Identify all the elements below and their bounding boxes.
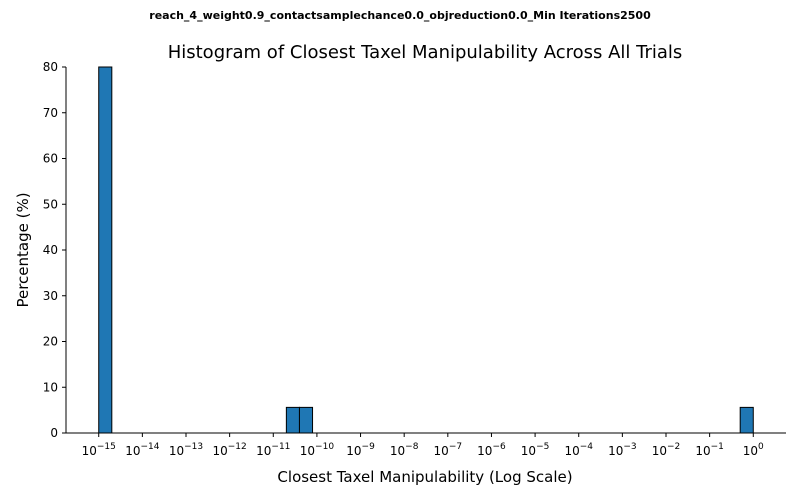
y-tick-label: 0 — [50, 426, 58, 440]
x-axis-label: Closest Taxel Manipulability (Log Scale) — [277, 468, 572, 486]
histogram-bar — [739, 406, 754, 434]
x-tick-label: 10−4 — [564, 442, 593, 458]
x-tick-label: 10−10 — [300, 442, 335, 458]
x-tick-label: 10−13 — [169, 442, 203, 458]
x-tick-label: 10−1 — [695, 442, 724, 458]
x-tick-label: 100 — [743, 442, 764, 458]
x-tick-label: 10−9 — [346, 442, 375, 458]
x-tick-label: 10−8 — [390, 442, 419, 458]
y-tick-label: 70 — [43, 106, 58, 120]
figure-suptitle: reach_4_weight0.9_contactsamplechance0.0… — [149, 9, 651, 22]
y-tick-label: 40 — [43, 243, 58, 257]
x-tick-label: 10−3 — [608, 442, 637, 458]
y-tick-label: 10 — [43, 380, 58, 394]
x-ticks: 10−15 10−14 10−13 10−12 10−11 10−10 10−9 10−8 10… — [82, 433, 764, 458]
y-tick-label: 20 — [43, 335, 58, 349]
x-tick-label: 10−15 — [82, 442, 116, 458]
x-tick-label: 10−12 — [212, 442, 246, 458]
bars-group — [98, 66, 754, 434]
y-tick-label: 30 — [43, 289, 58, 303]
y-axis-label: Percentage (%) — [14, 192, 32, 307]
histogram-bar — [298, 406, 314, 434]
y-tick-label: 80 — [43, 60, 58, 74]
x-tick-label: 10−14 — [125, 442, 160, 458]
x-tick-label: 10−6 — [477, 442, 506, 458]
y-tick-label: 50 — [43, 197, 58, 211]
histogram-bar — [98, 66, 113, 434]
x-tick-label: 10−7 — [434, 442, 463, 458]
x-tick-label: 10−11 — [256, 442, 290, 458]
y-ticks: 0 10 20 30 40 50 60 70 80 — [43, 60, 66, 440]
histogram-bar — [285, 406, 300, 434]
x-tick-label: 10−5 — [521, 442, 550, 458]
chart-title: Histogram of Closest Taxel Manipulabilit… — [168, 42, 683, 63]
x-tick-label: 10−2 — [652, 442, 681, 458]
y-tick-label: 60 — [43, 152, 58, 166]
